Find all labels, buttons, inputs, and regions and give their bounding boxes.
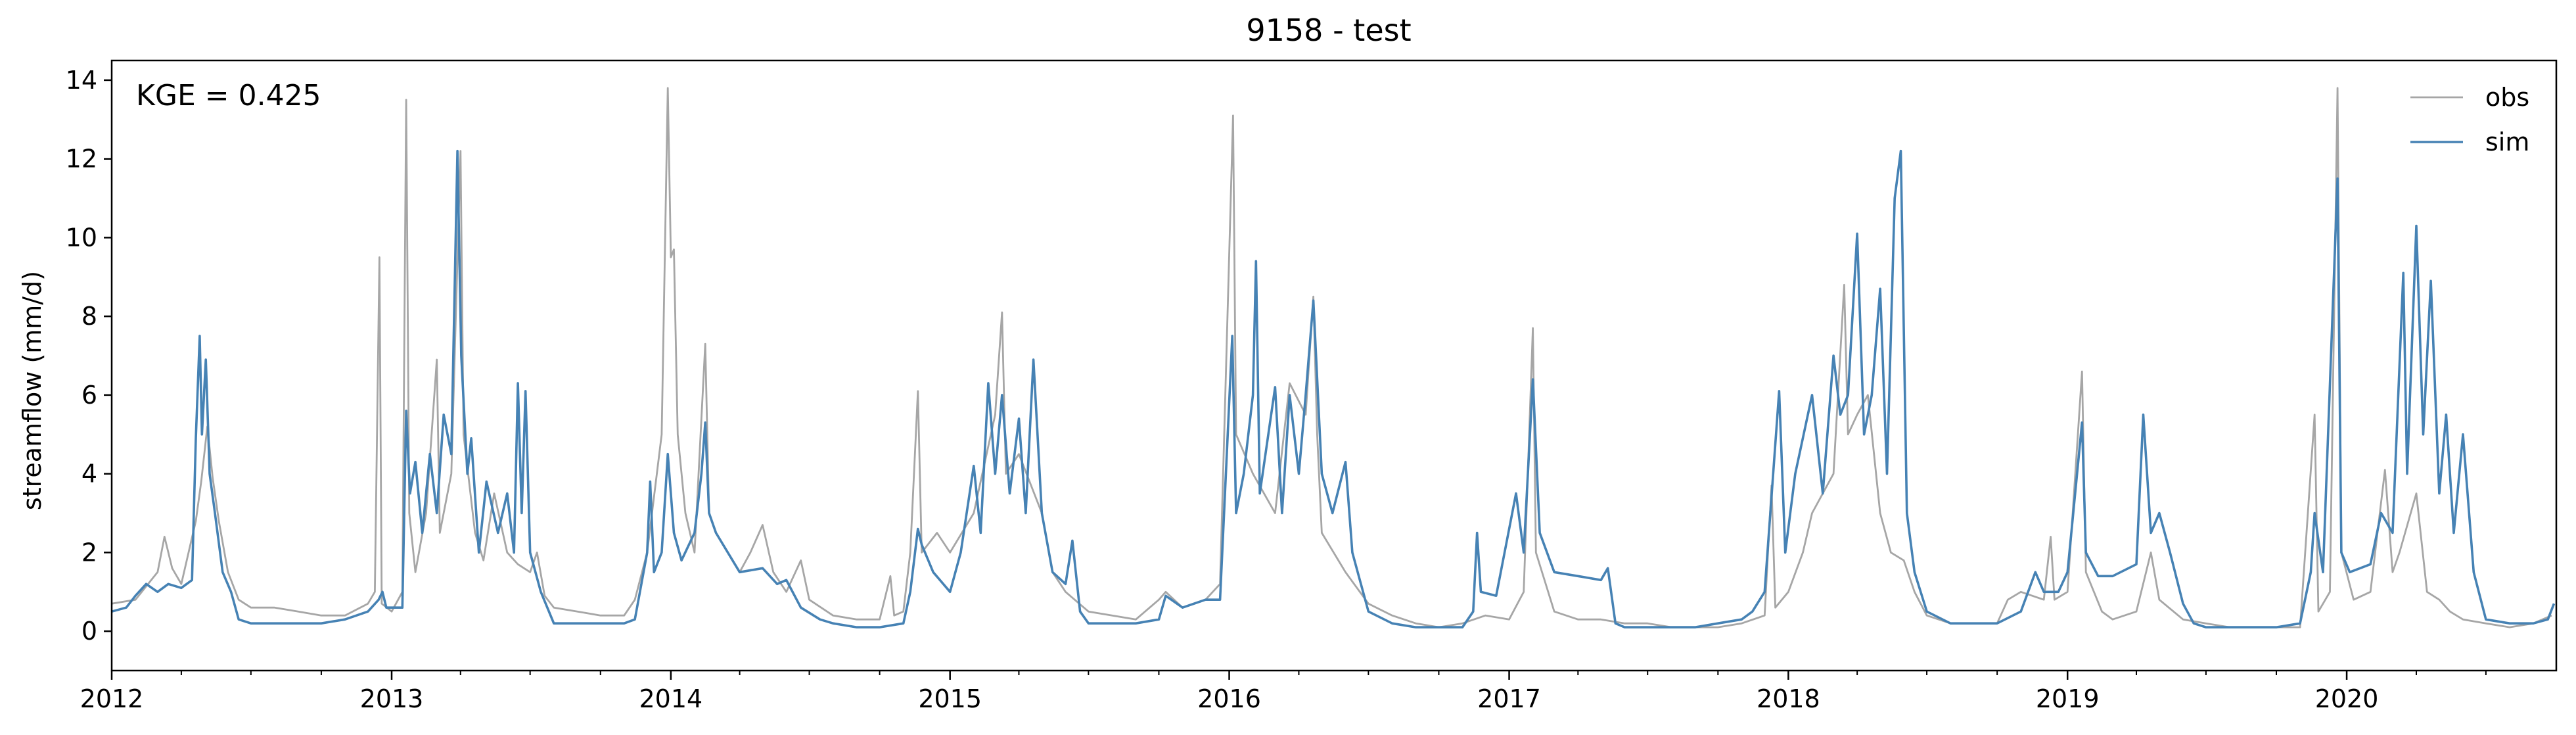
y-tick-label: 12 bbox=[66, 145, 97, 174]
y-tick-label: 4 bbox=[81, 460, 97, 488]
y-tick-label: 8 bbox=[81, 302, 97, 331]
legend-label-sim: sim bbox=[2485, 128, 2529, 156]
x-tick-label: 2014 bbox=[639, 684, 702, 713]
y-tick-label: 10 bbox=[66, 223, 97, 252]
x-tick-label: 2013 bbox=[360, 684, 424, 713]
y-axis-label: streamflow (mm/d) bbox=[18, 271, 47, 510]
x-tick-label: 2017 bbox=[1477, 684, 1541, 713]
kge-annotation: KGE = 0.425 bbox=[136, 79, 321, 112]
x-tick-label: 2015 bbox=[918, 684, 982, 713]
y-tick-label: 2 bbox=[81, 538, 97, 567]
y-tick-label: 14 bbox=[66, 66, 97, 95]
x-tick-label: 2018 bbox=[1757, 684, 1820, 713]
y-tick-label: 6 bbox=[81, 381, 97, 410]
chart-title: 9158 - test bbox=[1246, 12, 1411, 48]
legend-label-obs: obs bbox=[2485, 83, 2529, 112]
x-tick-label: 2016 bbox=[1197, 684, 1261, 713]
y-tick-label: 0 bbox=[81, 617, 97, 646]
x-tick-label: 2019 bbox=[2036, 684, 2100, 713]
x-tick-label: 2020 bbox=[2315, 684, 2379, 713]
x-tick-label: 2012 bbox=[80, 684, 144, 713]
